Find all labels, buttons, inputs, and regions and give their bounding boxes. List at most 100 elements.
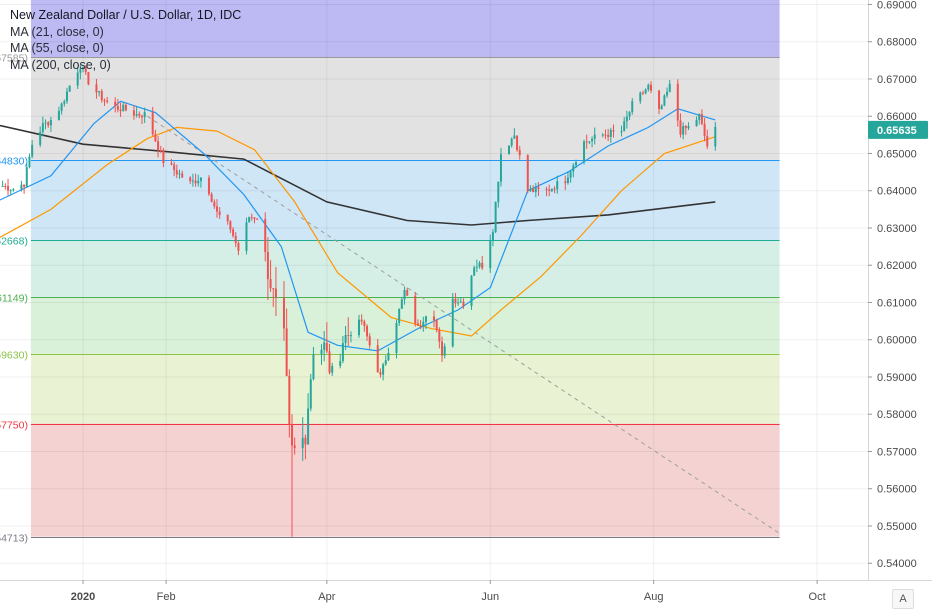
candle-body — [714, 126, 717, 147]
candle-body — [647, 84, 650, 90]
y-tick-label: 0.63000 — [877, 223, 917, 235]
candle-body — [516, 135, 519, 151]
x-tick-label: 2020 — [71, 591, 95, 603]
candle-body — [178, 173, 181, 175]
candle-body — [414, 295, 417, 324]
candle-body — [537, 187, 540, 189]
auto-scale-button[interactable]: A — [892, 589, 914, 609]
candle-body — [199, 177, 202, 182]
candle-body — [325, 342, 328, 352]
candle-body — [382, 364, 385, 375]
candle-body — [328, 351, 331, 373]
candle-body — [344, 334, 347, 344]
candle-body — [213, 201, 216, 207]
candle-body — [489, 240, 492, 269]
candle-body — [660, 105, 663, 110]
candle-body — [181, 173, 184, 178]
candle-body — [349, 335, 352, 337]
candle-body — [529, 188, 532, 192]
candle-body — [454, 298, 457, 304]
candle-body — [526, 155, 529, 192]
candle-body — [435, 320, 438, 331]
trendline[interactable] — [147, 115, 780, 534]
candle-body — [607, 134, 610, 137]
ma200-line — [0, 124, 716, 226]
candle-body — [250, 217, 253, 219]
candle-body — [625, 116, 628, 122]
x-tick-label: Apr — [318, 591, 335, 603]
fib-zones — [30, 0, 780, 537]
candle-body — [510, 138, 513, 146]
candle-body — [620, 131, 623, 133]
time-axis[interactable] — [0, 580, 932, 612]
candle-body — [441, 341, 444, 356]
y-tick-label: 0.65000 — [877, 148, 917, 160]
candle-body — [312, 354, 315, 380]
candle-body — [341, 343, 344, 361]
candle-body — [100, 91, 103, 101]
candle-body — [132, 110, 135, 116]
candle-body — [323, 342, 326, 350]
candle-body — [44, 122, 47, 124]
fib-zone-0 — [30, 0, 780, 58]
candle-body — [569, 171, 572, 178]
candle-body — [143, 112, 146, 118]
y-tick-label: 0.66000 — [877, 111, 917, 123]
candle-body — [248, 217, 251, 223]
candle-body — [339, 360, 342, 366]
candle-body — [331, 365, 334, 373]
candle-body — [695, 119, 698, 127]
candle-body — [658, 90, 661, 110]
candle-body — [20, 184, 23, 190]
candle-body — [232, 229, 235, 236]
candle-body — [173, 164, 176, 171]
candle-body — [644, 89, 647, 94]
moving-averages — [0, 100, 716, 352]
chart-legend: New Zealand Dollar / U.S. Dollar, 1D, ID… — [10, 7, 241, 73]
candle-body — [583, 141, 586, 163]
fib-zone-4 — [30, 296, 780, 354]
y-tick-label: 0.56000 — [877, 484, 917, 496]
candle-body — [4, 185, 7, 187]
candle-body — [189, 177, 192, 182]
candle-body — [368, 336, 371, 346]
y-tick-label: 0.60000 — [877, 335, 917, 347]
candle-body — [518, 150, 521, 156]
y-tick-label: 0.62000 — [877, 260, 917, 272]
candle-body — [114, 101, 117, 106]
candle-body — [39, 131, 42, 145]
candle-body — [216, 206, 218, 212]
candle-body — [556, 181, 559, 190]
candle-body — [272, 288, 275, 290]
fib-zone-6 — [30, 423, 780, 537]
candle-body — [140, 115, 143, 118]
fib-levels[interactable]: 1(0.67585) 0.786(0.64830) 0.618(0.62668) 0.… — [0, 53, 780, 545]
dashed-trendline[interactable] — [147, 115, 780, 534]
price-axis[interactable] — [868, 0, 932, 612]
candle-body — [124, 104, 127, 111]
candle-body — [288, 375, 291, 425]
candle-body — [566, 177, 569, 183]
candle-body — [87, 72, 90, 85]
fib-zone-2 — [30, 159, 780, 241]
candle-body — [419, 325, 422, 327]
y-tick-label: 0.64000 — [877, 186, 917, 198]
candle-body — [157, 141, 160, 151]
candle-body — [226, 214, 229, 222]
candle-body — [585, 141, 588, 143]
candle-body — [301, 437, 304, 449]
ma21-line — [0, 100, 716, 352]
y-tick-label: 0.59000 — [877, 372, 917, 384]
candle-body — [591, 138, 594, 142]
candle-body — [400, 299, 403, 309]
candle-body — [628, 111, 631, 117]
candle-body — [499, 154, 502, 182]
candle-body — [28, 156, 31, 168]
candle-body — [23, 184, 26, 187]
candle-body — [663, 95, 666, 106]
candle-body — [151, 112, 154, 135]
candle-body — [623, 121, 626, 132]
candle-body — [320, 349, 323, 355]
